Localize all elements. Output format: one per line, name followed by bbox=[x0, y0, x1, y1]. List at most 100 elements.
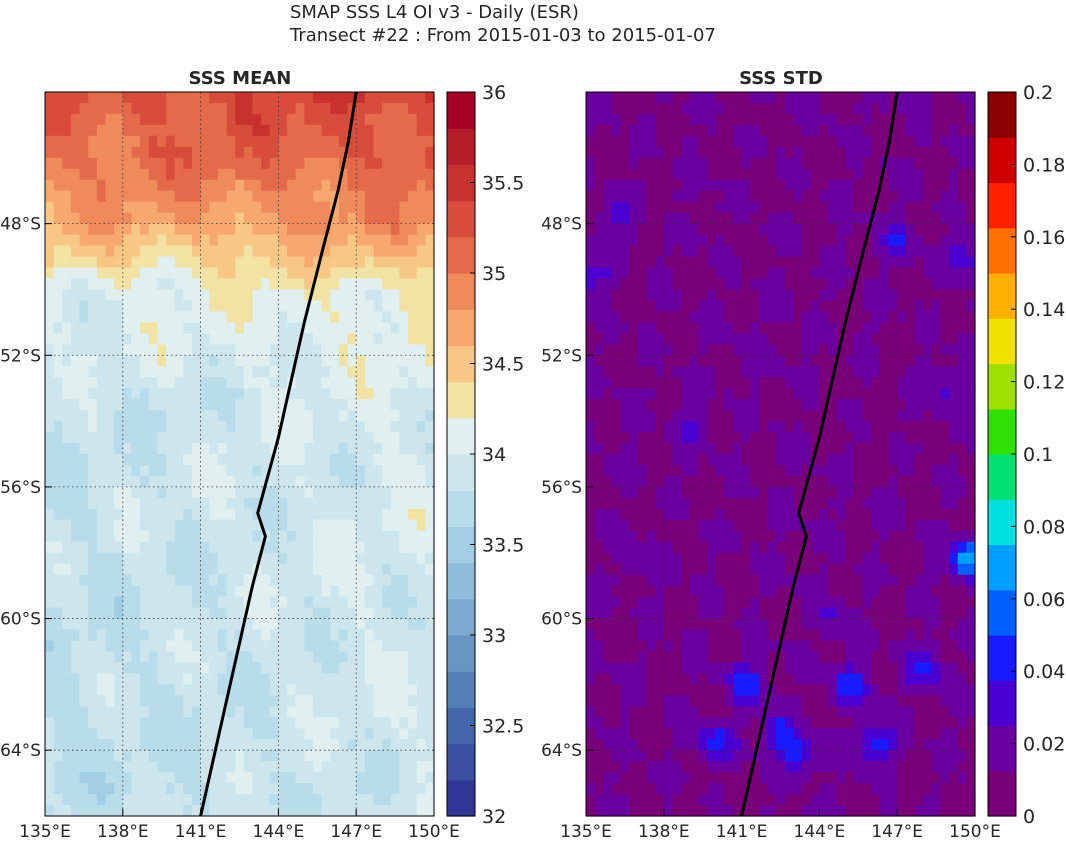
sss-mean-cell bbox=[252, 443, 262, 455]
sss-mean-cell bbox=[364, 497, 375, 510]
sss-mean-cell bbox=[140, 366, 150, 378]
sss-std-cell bbox=[586, 212, 596, 225]
sss-mean-cell bbox=[122, 113, 133, 126]
sss-mean-cell bbox=[295, 410, 305, 422]
sss-mean-cell bbox=[243, 388, 254, 400]
sss-std-cell bbox=[784, 508, 795, 521]
sss-std-cell bbox=[836, 245, 846, 258]
sss-mean-cell bbox=[191, 662, 202, 674]
sss-mean-cell bbox=[382, 289, 392, 302]
sss-std-cell bbox=[672, 201, 682, 214]
sss-mean-cell bbox=[356, 113, 366, 126]
sss-mean-cell bbox=[53, 212, 63, 225]
sss-mean-cell bbox=[105, 475, 115, 488]
sss-std-cell bbox=[853, 519, 864, 532]
sss-std-cell bbox=[879, 245, 890, 258]
sss-mean-cell bbox=[373, 234, 383, 247]
sss-mean-cell bbox=[191, 574, 202, 587]
sss-std-cell bbox=[966, 322, 976, 334]
sss-mean-cell bbox=[114, 640, 124, 653]
sss-std-cell bbox=[698, 311, 708, 323]
sss-mean-cell bbox=[347, 421, 357, 433]
sss-std-cell bbox=[836, 212, 846, 225]
sss-mean-cell bbox=[243, 410, 254, 422]
sss-std-cell bbox=[681, 388, 691, 400]
sss-mean-cell bbox=[338, 772, 349, 784]
sss-std-cell bbox=[966, 212, 976, 225]
sss-mean-y-ticks: 48°S52°S56°S60°S64°S bbox=[0, 215, 52, 761]
sss-mean-cell bbox=[252, 399, 262, 411]
sss-std-cell bbox=[655, 377, 665, 389]
sss-std-cell bbox=[802, 190, 812, 203]
sss-std-cell bbox=[707, 454, 717, 466]
sss-std-cell bbox=[672, 508, 682, 521]
sss-std-cell bbox=[914, 410, 924, 422]
sss-mean-cell bbox=[114, 399, 124, 411]
sss-mean-cell bbox=[252, 783, 262, 795]
sss-mean-cell bbox=[79, 805, 89, 817]
sss-std-cell bbox=[724, 355, 734, 367]
sss-mean-cell bbox=[96, 157, 107, 170]
sss-std-cell bbox=[879, 223, 890, 236]
sss-std-cell bbox=[698, 322, 708, 334]
sss-mean-cell bbox=[295, 157, 305, 170]
sss-std-cell bbox=[681, 245, 691, 258]
sss-std-cell bbox=[828, 113, 838, 126]
sss-std-cell bbox=[828, 421, 838, 433]
sss-std-cell bbox=[732, 344, 743, 356]
sss-mean-cell bbox=[62, 333, 72, 345]
sss-mean-cell bbox=[338, 475, 349, 488]
sss-mean-cell bbox=[321, 179, 331, 192]
sss-mean-cell bbox=[356, 92, 366, 104]
sss-mean-cell bbox=[79, 728, 89, 740]
sss-mean-cell bbox=[200, 102, 210, 115]
sss-mean-cell bbox=[96, 464, 107, 477]
sss-mean-cell bbox=[382, 179, 392, 192]
sss-mean-cell bbox=[295, 377, 305, 389]
sss-std-cell bbox=[879, 102, 890, 115]
sss-std-cell bbox=[949, 388, 959, 400]
sss-mean-cell bbox=[191, 761, 202, 773]
sss-mean-cell bbox=[53, 750, 63, 762]
sss-std-cell bbox=[905, 552, 916, 565]
sss-mean-cell bbox=[416, 421, 426, 433]
sss-std-cell bbox=[750, 124, 760, 137]
sss-mean-cell bbox=[382, 278, 392, 291]
sss-mean-cell bbox=[191, 541, 202, 554]
sss-mean-cell bbox=[338, 684, 349, 696]
sss-mean-cell bbox=[287, 234, 297, 247]
sss-mean-cell bbox=[382, 684, 392, 696]
sss-mean-cell bbox=[382, 541, 392, 554]
sss-std-cell bbox=[594, 443, 604, 455]
sss-std-cell bbox=[776, 486, 786, 499]
sss-mean-cell bbox=[114, 256, 124, 269]
sss-std-cell bbox=[923, 267, 933, 280]
sss-mean-cell bbox=[261, 541, 271, 554]
sss-mean-cell bbox=[88, 761, 98, 773]
sss-mean-cell bbox=[382, 706, 392, 718]
sss-std-cell bbox=[655, 333, 665, 345]
sss-mean-cell bbox=[364, 629, 375, 642]
sss-mean-cell bbox=[390, 355, 401, 367]
sss-std-cell bbox=[750, 399, 760, 411]
sss-mean-cell bbox=[131, 267, 141, 280]
sss-mean-cell bbox=[122, 552, 133, 565]
sss-mean-cell bbox=[96, 739, 107, 751]
sss-mean-cell bbox=[390, 706, 401, 718]
sss-mean-cell bbox=[96, 585, 107, 598]
sss-std-cell bbox=[707, 322, 717, 334]
sss-mean-cell bbox=[88, 541, 98, 554]
sss-mean-cell bbox=[122, 300, 133, 312]
sss-mean-cell bbox=[114, 355, 124, 367]
sss-mean-cell bbox=[252, 706, 262, 718]
sss-mean-cell bbox=[122, 443, 133, 455]
sss-mean-cell bbox=[252, 695, 262, 707]
sss-std-cell bbox=[732, 102, 743, 115]
sss-mean-cell bbox=[140, 289, 150, 302]
sss-mean-cell bbox=[287, 530, 297, 543]
sss-mean-cell bbox=[373, 322, 383, 334]
sss-std-cell bbox=[689, 443, 699, 455]
sss-mean-cell bbox=[295, 124, 305, 137]
sss-mean-cell bbox=[235, 366, 245, 378]
sss-std-cell bbox=[707, 388, 717, 400]
